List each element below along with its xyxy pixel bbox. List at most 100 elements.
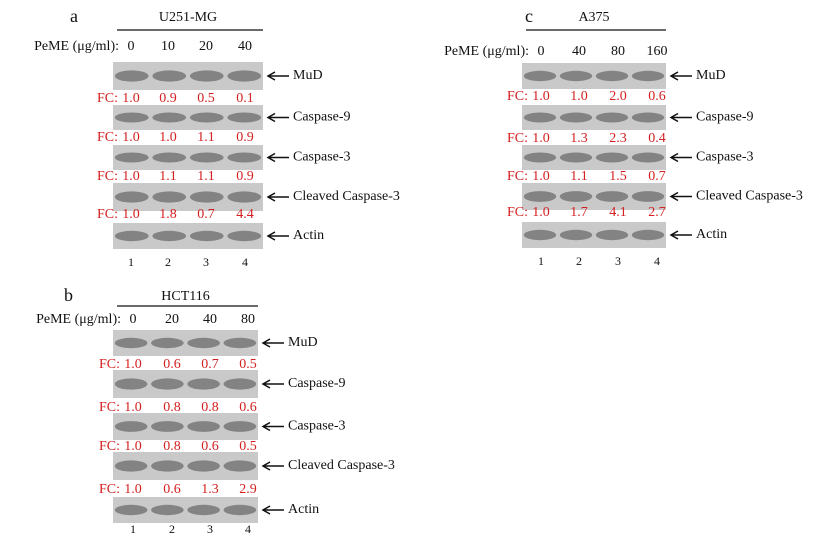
fc-value: 0.1 [236,91,254,106]
band [227,152,262,163]
blot-label: Actin [696,227,727,242]
cell-line: HCT116 [161,289,209,304]
fc-value: 0.6 [201,439,219,454]
band [189,230,224,242]
cell-line: U251-MG [159,10,217,25]
dose: 80 [241,312,255,327]
band [152,112,187,123]
fc-label: FC: [507,169,528,184]
band [187,378,220,390]
fc-label: FC: [507,205,528,220]
band [523,191,557,202]
band [151,378,184,390]
band [227,70,262,82]
band [631,112,665,123]
band [151,421,184,432]
dose: 160 [647,44,668,59]
dose: 40 [238,39,252,54]
band [559,70,593,82]
lane-number: 3 [203,255,209,269]
lane-number: 4 [245,522,251,535]
fc-label: FC: [99,400,120,415]
arrow [261,461,284,471]
band [223,378,257,390]
blot-label: Cleaved Caspase-3 [293,189,400,204]
band [187,421,220,432]
fc-value: 1.0 [124,357,142,372]
fc-value: 2.9 [239,482,257,497]
fc-value: 1.0 [570,89,588,104]
fc-value: 0.9 [236,130,254,145]
dose: 40 [572,44,586,59]
band [151,337,184,349]
fc-value: 1.8 [159,207,177,222]
band [631,152,665,163]
band [559,191,593,202]
band [189,152,224,163]
fc-value: 2.7 [648,205,666,220]
dose: 10 [161,39,175,54]
lane-number: 4 [654,254,660,268]
fc-label: FC: [99,439,120,454]
band [114,460,148,472]
band [187,337,220,349]
band [187,460,220,472]
fc-label: FC: [99,482,120,497]
fc-value: 0.5 [239,357,257,372]
band [151,504,184,516]
fc-value: 0.7 [201,357,219,372]
fc-value: 0.4 [648,131,666,146]
band [559,112,593,123]
fc-value: 2.0 [609,89,627,104]
band [114,112,149,123]
blot-label: Caspase-3 [293,150,351,165]
band [595,112,629,123]
fc-value: 4.1 [609,205,627,220]
fc-value: 1.5 [609,169,627,184]
fc-value: 1.0 [532,89,550,104]
treatment-label: PeME (μg/ml): [444,44,529,59]
fc-label: FC: [97,169,118,184]
arrow [669,71,692,81]
fc-value: 1.1 [197,169,215,184]
fc-label: FC: [97,91,118,106]
arrow [261,421,284,432]
band [114,421,148,432]
fc-value: 0.7 [648,169,666,184]
lane-number: 2 [576,254,582,268]
dose: 0 [128,39,135,54]
blot-label: Actin [288,502,319,517]
band [631,70,665,82]
band [227,112,262,123]
band [114,152,149,163]
lane-number: 3 [207,522,213,535]
arrow [261,338,284,348]
arrow [266,152,289,163]
fc-value: 1.0 [532,205,550,220]
blot-label: Caspase-3 [288,419,346,434]
fc-value: 1.1 [159,169,177,184]
blot-label: Caspase-9 [288,376,346,391]
panel-letter: c [525,6,533,26]
fc-value: 0.8 [163,400,181,415]
fc-value: 1.0 [532,169,550,184]
arrow [669,191,692,202]
lane-number: 4 [242,255,248,269]
fc-label: FC: [507,89,528,104]
fc-value: 0.6 [648,89,666,104]
fc-value: 0.6 [163,357,181,372]
dose: 20 [165,312,179,327]
lane-number: 2 [169,522,175,535]
dose: 80 [611,44,625,59]
dose: 20 [199,39,213,54]
blot-label: Caspase-9 [696,110,754,125]
band [151,460,184,472]
band [189,191,224,203]
fc-value: 1.1 [570,169,588,184]
fc-value: 1.0 [122,169,140,184]
blot-label: Cleaved Caspase-3 [696,189,803,204]
cell-line: A375 [578,10,609,25]
fc-value: 0.6 [163,482,181,497]
blot-label: Actin [293,228,324,243]
dose: 0 [130,312,137,327]
